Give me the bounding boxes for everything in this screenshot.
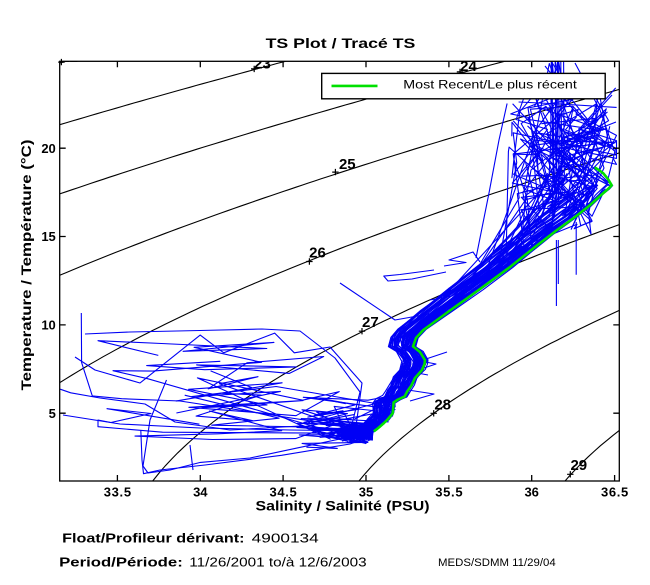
svg-text:26: 26 bbox=[309, 245, 326, 262]
svg-text:33.5: 33.5 bbox=[104, 485, 131, 500]
svg-text:34.5: 34.5 bbox=[269, 485, 296, 500]
svg-text:36: 36 bbox=[524, 485, 538, 500]
svg-text:36.5: 36.5 bbox=[601, 485, 628, 500]
svg-text:22: 22 bbox=[61, 49, 78, 66]
svg-text:TS Plot / Tracé TS: TS Plot / Tracé TS bbox=[266, 35, 416, 51]
svg-text:Temperature / Température (°C): Temperature / Température (°C) bbox=[18, 140, 34, 391]
svg-text:35.5: 35.5 bbox=[435, 485, 462, 500]
svg-text:25: 25 bbox=[339, 156, 356, 173]
svg-text:27: 27 bbox=[362, 314, 379, 331]
svg-text:24: 24 bbox=[460, 58, 477, 75]
svg-text:34: 34 bbox=[193, 485, 208, 500]
svg-text:15: 15 bbox=[41, 229, 55, 244]
svg-text:29: 29 bbox=[570, 457, 587, 474]
svg-text:20: 20 bbox=[41, 141, 55, 156]
svg-text:MEDS/SDMM 11/29/04: MEDS/SDMM 11/29/04 bbox=[438, 557, 556, 569]
svg-text:35: 35 bbox=[359, 485, 373, 500]
svg-text:28: 28 bbox=[434, 396, 451, 413]
svg-text:11/26/2001 to/à 12/6/2003: 11/26/2001 to/à 12/6/2003 bbox=[189, 555, 366, 570]
svg-text:5: 5 bbox=[49, 406, 56, 421]
svg-text:Period/Période:: Period/Période: bbox=[59, 555, 183, 570]
svg-text:10: 10 bbox=[41, 318, 55, 333]
svg-text:Most Recent/Le plus récent: Most Recent/Le plus récent bbox=[403, 77, 577, 91]
svg-text:Float/Profileur dérivant:: Float/Profileur dérivant: bbox=[62, 531, 244, 546]
svg-text:23: 23 bbox=[254, 56, 271, 73]
svg-text:4900134: 4900134 bbox=[252, 531, 319, 546]
svg-text:Salinity / Salinité (PSU): Salinity / Salinité (PSU) bbox=[256, 498, 430, 514]
